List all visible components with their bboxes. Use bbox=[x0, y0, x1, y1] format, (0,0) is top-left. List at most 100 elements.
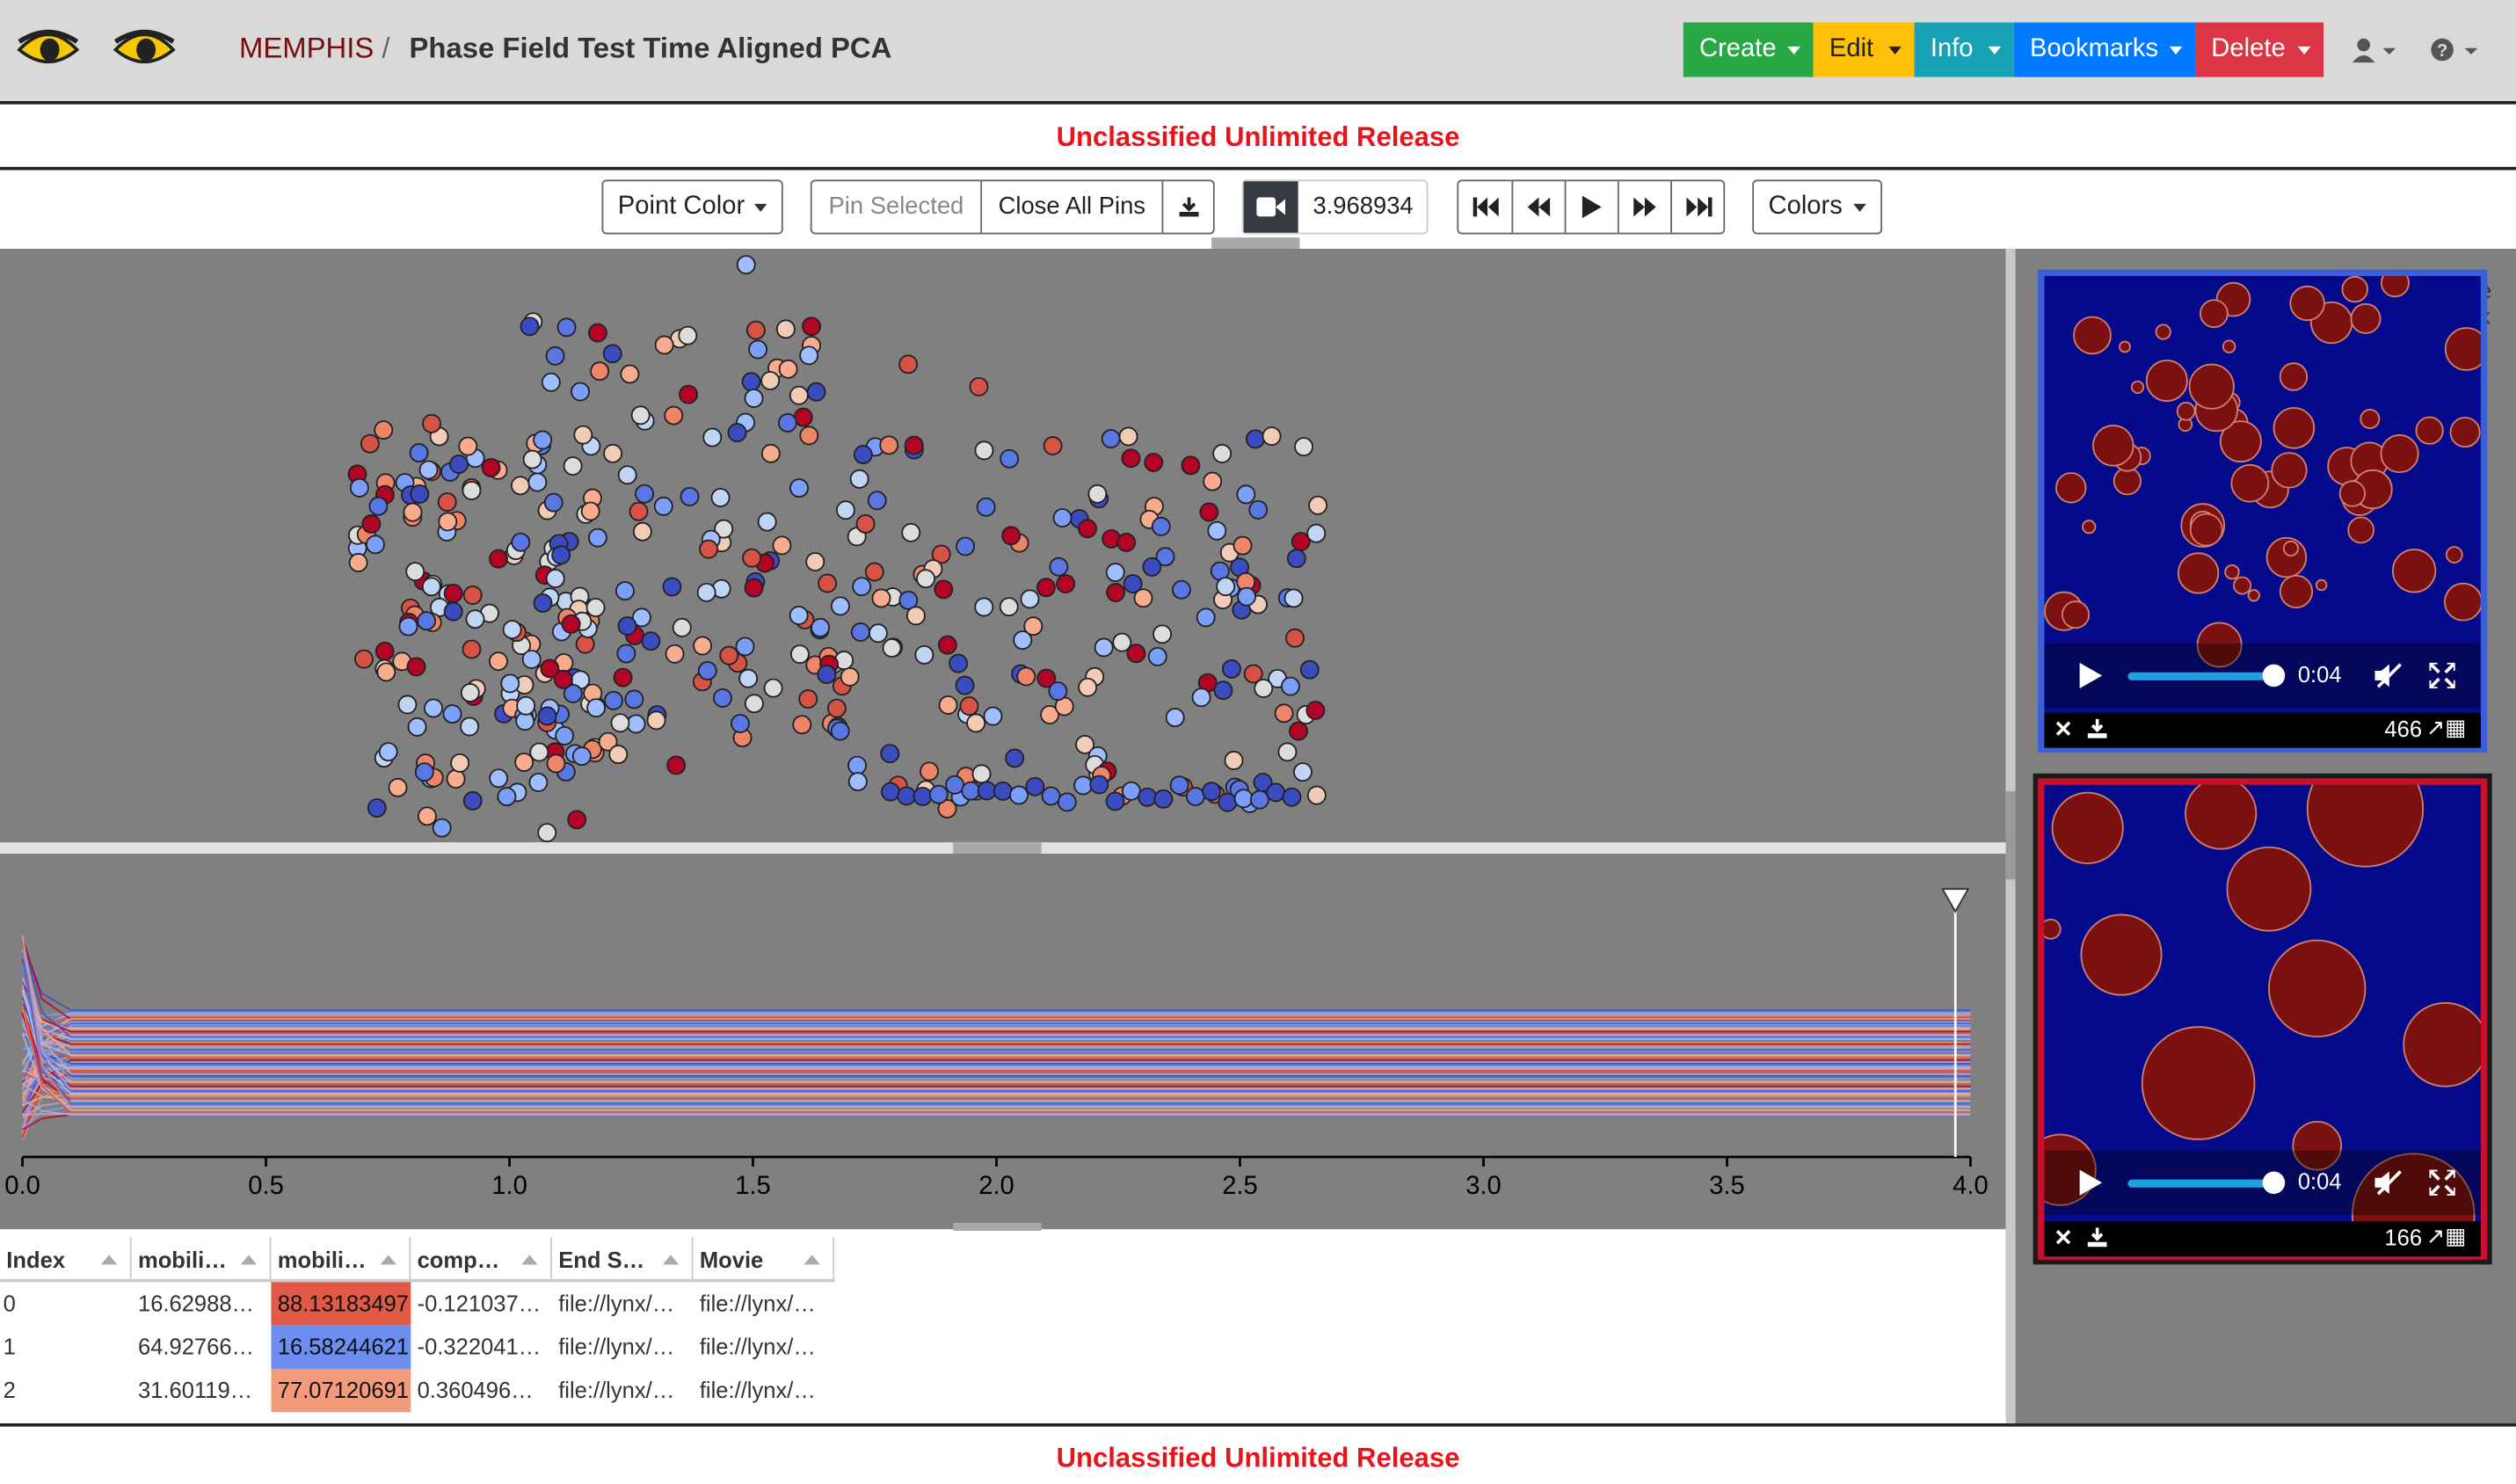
scatter-point[interactable] bbox=[567, 810, 587, 830]
scatter-point[interactable] bbox=[1305, 701, 1326, 721]
help-icon[interactable]: ? bbox=[2430, 37, 2484, 66]
scatter-point[interactable] bbox=[738, 668, 759, 688]
scatter-point[interactable] bbox=[934, 579, 954, 600]
user-icon[interactable] bbox=[2351, 37, 2399, 66]
scatter-point[interactable] bbox=[632, 521, 652, 542]
play-button[interactable] bbox=[1564, 181, 1618, 233]
create-menu-button[interactable]: Create bbox=[1683, 22, 1814, 77]
scatter-point[interactable] bbox=[520, 316, 540, 337]
scatter-point[interactable] bbox=[1249, 789, 1269, 810]
scatter-point[interactable] bbox=[772, 535, 792, 556]
scatter-point[interactable] bbox=[712, 688, 732, 708]
scatter-point[interactable] bbox=[1094, 637, 1114, 658]
scatter-point[interactable] bbox=[1142, 556, 1162, 577]
scatter-point[interactable] bbox=[945, 775, 965, 795]
scatter-point[interactable] bbox=[1248, 499, 1269, 520]
mute-icon[interactable] bbox=[2374, 1170, 2403, 1196]
scatter-point[interactable] bbox=[835, 500, 855, 520]
scatter-point[interactable] bbox=[757, 512, 777, 532]
scatter-point[interactable] bbox=[1073, 775, 1094, 796]
scatter-point[interactable] bbox=[869, 623, 888, 644]
vertical-splitter-handle[interactable] bbox=[2005, 790, 2016, 880]
scatter-point[interactable] bbox=[697, 661, 717, 680]
pinned-video-466[interactable]: 0:04 ✕ 466 ↗▦ bbox=[2038, 269, 2488, 753]
scatter-point[interactable] bbox=[840, 666, 860, 687]
table-cell[interactable]: file://lynx/… bbox=[558, 1377, 675, 1403]
scatter-point[interactable] bbox=[710, 488, 731, 507]
scatter-point[interactable] bbox=[361, 514, 382, 534]
scatter-point[interactable] bbox=[1233, 789, 1254, 809]
scatter-point[interactable] bbox=[792, 715, 812, 735]
scatter-point[interactable] bbox=[937, 798, 957, 818]
scatter-point[interactable] bbox=[1282, 787, 1302, 807]
scatter-point[interactable] bbox=[928, 784, 949, 804]
scatter-point[interactable] bbox=[620, 364, 640, 384]
scatter-point[interactable] bbox=[407, 717, 427, 737]
scatter-point[interactable] bbox=[881, 782, 900, 802]
scatter-point[interactable] bbox=[1118, 426, 1138, 447]
scatter-point[interactable] bbox=[830, 596, 850, 616]
scatter-point[interactable] bbox=[1121, 448, 1141, 469]
scatter-point[interactable] bbox=[575, 634, 595, 654]
scatter-point[interactable] bbox=[1274, 703, 1294, 724]
scatter-point[interactable] bbox=[864, 562, 884, 582]
scatter-point[interactable] bbox=[897, 786, 917, 806]
scatter-point[interactable] bbox=[617, 616, 637, 637]
scatter-point[interactable] bbox=[516, 695, 536, 716]
scatter-point[interactable] bbox=[653, 496, 673, 516]
scatter-point[interactable] bbox=[349, 477, 369, 498]
scatter-point[interactable] bbox=[608, 745, 629, 765]
scatter-point[interactable] bbox=[563, 456, 583, 476]
scatter-point[interactable] bbox=[540, 658, 560, 679]
scatter-point[interactable] bbox=[1280, 676, 1300, 696]
scatter-point[interactable] bbox=[898, 354, 919, 375]
video-progress-thumb[interactable] bbox=[2262, 664, 2286, 687]
scatter-point[interactable] bbox=[646, 710, 666, 731]
table-cell[interactable]: 0.360496… bbox=[417, 1377, 534, 1403]
jump-to-table-icon[interactable]: ↗▦ bbox=[2425, 1222, 2467, 1249]
bookmarks-menu-button[interactable]: Bookmarks bbox=[2013, 22, 2196, 77]
scatter-point[interactable] bbox=[871, 588, 891, 608]
scatter-point[interactable] bbox=[956, 536, 976, 556]
scatter-point[interactable] bbox=[1112, 632, 1132, 652]
scatter-point[interactable] bbox=[744, 694, 764, 714]
scatter-point[interactable] bbox=[616, 644, 636, 664]
scatter-point[interactable] bbox=[745, 320, 766, 340]
scatter-point[interactable] bbox=[789, 644, 810, 665]
horizontal-splitter[interactable] bbox=[0, 842, 2006, 855]
scatter-point[interactable] bbox=[488, 549, 508, 569]
scatter-point[interactable] bbox=[971, 764, 992, 784]
splitter-handle[interactable] bbox=[953, 842, 1042, 855]
table-resize-handle[interactable] bbox=[953, 1222, 1042, 1232]
scatter-point[interactable] bbox=[672, 617, 692, 637]
scatter-point[interactable] bbox=[1105, 791, 1125, 811]
scatter-point[interactable] bbox=[742, 548, 762, 568]
table-cell[interactable]: 0 bbox=[3, 1290, 16, 1316]
scatter-point[interactable] bbox=[905, 606, 926, 626]
table-row[interactable]: 1 64.92766… 16.58244621 -0.322041… file://ly… bbox=[0, 1325, 2006, 1369]
step-forward-button[interactable] bbox=[1617, 181, 1670, 233]
scatter-point[interactable] bbox=[826, 698, 847, 718]
scatter-point[interactable] bbox=[438, 512, 458, 532]
scatter-point[interactable] bbox=[626, 714, 646, 734]
scatter-point[interactable] bbox=[1089, 775, 1109, 795]
scatter-point[interactable] bbox=[561, 614, 581, 634]
scatter-point[interactable] bbox=[789, 606, 809, 625]
scatter-point[interactable] bbox=[417, 806, 437, 826]
scatter-point[interactable] bbox=[1212, 444, 1233, 463]
scatter-point[interactable] bbox=[398, 616, 418, 637]
scatter-point[interactable] bbox=[702, 427, 723, 447]
scatter-point[interactable] bbox=[410, 484, 430, 504]
table-cell[interactable]: -0.322041… bbox=[417, 1333, 542, 1360]
download-icon[interactable] bbox=[2087, 718, 2107, 740]
scatter-point[interactable] bbox=[775, 319, 796, 339]
scatter-point[interactable] bbox=[354, 649, 374, 669]
scatter-point[interactable] bbox=[778, 359, 798, 379]
scatter-point[interactable] bbox=[462, 639, 482, 659]
scatter-point[interactable] bbox=[529, 742, 549, 762]
scatter-point[interactable] bbox=[537, 823, 557, 843]
scatter-point[interactable] bbox=[1133, 588, 1153, 608]
scatter-point[interactable] bbox=[799, 426, 819, 446]
download-icon[interactable] bbox=[2087, 1227, 2107, 1248]
scatter-point[interactable] bbox=[898, 590, 919, 610]
